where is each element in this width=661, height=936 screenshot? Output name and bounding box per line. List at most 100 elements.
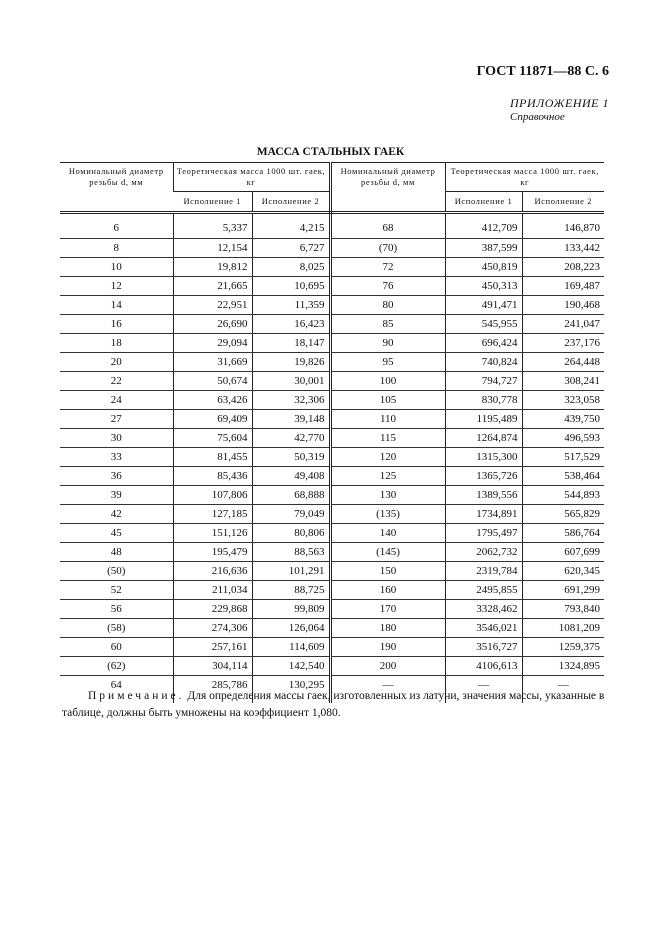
header-diameter-right: Номинальный диаметр резьбы d, мм [328, 162, 445, 214]
cell-mass-v1-right: 794,727 [444, 371, 522, 391]
cell-mass-v1-left: 107,806 [172, 485, 252, 505]
cell-diameter-left: 6 [60, 212, 173, 239]
cell-diameter-right: 105 [328, 390, 445, 410]
cell-mass-v1-right: 387,599 [444, 238, 522, 258]
cell-diameter-right: 140 [328, 523, 445, 543]
table-title: МАССА СТАЛЬНЫХ ГАЕК [256, 146, 405, 158]
cell-mass-v2-right: 1081,209 [521, 618, 604, 638]
cell-diameter-right: 85 [328, 314, 445, 334]
cell-mass-v2-right: 146,870 [521, 212, 604, 239]
cell-diameter-right: (70) [328, 238, 445, 258]
table-row: 42 127,185 79,049 (135) 1734,891 565,829 [60, 504, 604, 524]
cell-mass-v1-left: 12,154 [172, 238, 252, 258]
cell-mass-v2-left: 42,770 [251, 428, 330, 448]
cell-mass-v1-right: 1264,874 [444, 428, 522, 448]
cell-diameter-left: (62) [60, 656, 173, 676]
cell-diameter-right: 160 [328, 580, 445, 600]
cell-diameter-left: 39 [60, 485, 173, 505]
table-row: 33 81,455 50,319 120 1315,300 517,529 [60, 447, 604, 467]
table-body: 6 5,337 4,215 68 412,709 146,870 8 12,154 6,727(… [60, 212, 604, 703]
cell-mass-v1-left: 229,868 [172, 599, 252, 619]
cell-mass-v2-right: 1324,895 [521, 656, 604, 676]
cell-mass-v2-left: 8,025 [251, 257, 330, 277]
cell-diameter-right: 180 [328, 618, 445, 638]
cell-mass-v2-right: 264,448 [521, 352, 604, 372]
cell-mass-v2-right: 586,764 [521, 523, 604, 543]
cell-mass-v1-right: 2495,855 [444, 580, 522, 600]
cell-diameter-right: 95 [328, 352, 445, 372]
cell-diameter-right: 190 [328, 637, 445, 657]
cell-mass-v1-left: 127,185 [172, 504, 252, 524]
table-row: 45 151,126 80,806 140 1795,497 586,764 [60, 523, 604, 543]
table-row: 30 75,604 42,770 115 1264,874 496,593 [60, 428, 604, 448]
cell-diameter-left: 8 [60, 238, 173, 258]
table-row: 20 31,669 19,826 95 740,824 264,448 [60, 352, 604, 372]
cell-diameter-right: — [328, 675, 445, 703]
cell-mass-v1-right: 412,709 [444, 212, 522, 239]
table-row: 10 19,812 8,025 72 450,819 208,223 [60, 257, 604, 277]
table-row: (62) 304,114 142,540 200 4106,613 1324,895 [60, 656, 604, 676]
cell-mass-v2-right: 691,299 [521, 580, 604, 600]
cell-mass-v1-right: 545,955 [444, 314, 522, 334]
cell-mass-v2-left: 68,888 [251, 485, 330, 505]
cell-diameter-right: (135) [328, 504, 445, 524]
cell-diameter-left: 48 [60, 542, 173, 562]
cell-diameter-left: 33 [60, 447, 173, 467]
cell-mass-v2-right: — [521, 675, 604, 703]
cell-mass-v2-right: 607,699 [521, 542, 604, 562]
table-row: 22 50,674 30,001 100 794,727 308,241 [60, 371, 604, 391]
cell-diameter-left: 22 [60, 371, 173, 391]
cell-diameter-left: 52 [60, 580, 173, 600]
cell-diameter-left: 42 [60, 504, 173, 524]
cell-mass-v2-left: 101,291 [251, 561, 330, 581]
cell-mass-v2-left: 126,064 [251, 618, 330, 638]
cell-mass-v1-right: 1734,891 [444, 504, 522, 524]
cell-mass-v1-left: 50,674 [172, 371, 252, 391]
cell-mass-v1-left: 211,034 [172, 580, 252, 600]
cell-diameter-left: 64 [110, 679, 122, 691]
cell-diameter-right: 76 [328, 276, 445, 296]
cell-diameter-left: 20 [60, 352, 173, 372]
table-row: 27 69,409 39,148 110 1195,489 439,750 [60, 409, 604, 429]
cell-mass-v1-right: 4106,613 [444, 656, 522, 676]
cell-mass-v2-left: 18,147 [251, 333, 330, 353]
note-text: Для определения массы гаек, изготовленны… [62, 690, 605, 719]
cell-mass-v1-right: — [444, 675, 522, 703]
table-row: 60 257,161 114,609 190 3516,727 1259,375 [60, 637, 604, 657]
cell-mass-v1-right: 2319,784 [444, 561, 522, 581]
cell-mass-v1-right: 450,313 [444, 276, 522, 296]
table-row: 8 12,154 6,727 (70) 387,599 133,442 [60, 238, 604, 258]
cell-mass-v1-left: 304,114 [172, 656, 252, 676]
cell-diameter-left: 30 [60, 428, 173, 448]
cell-mass-v2-right: 793,840 [521, 599, 604, 619]
nut-mass-table: Номинальный диаметр резьбы d, мм Теорети… [60, 162, 604, 703]
cell-mass-v1-right: 696,424 [444, 333, 522, 353]
cell-diameter-right: 68 [328, 212, 445, 239]
cell-diameter-right: 110 [328, 409, 445, 429]
table-row: 48 195,479 88,563 (145) 2062,732 607,699 [60, 542, 604, 562]
cell-mass-v2-right: 208,223 [521, 257, 604, 277]
cell-mass-v1-right: 1389,556 [444, 485, 522, 505]
cell-mass-v2-left: 79,049 [251, 504, 330, 524]
cell-mass-v1-right: 740,824 [444, 352, 522, 372]
cell-mass-v2-right: 544,893 [521, 485, 604, 505]
cell-mass-v2-right: 517,529 [521, 447, 604, 467]
cell-mass-v2-left: 32,306 [251, 390, 330, 410]
cell-mass-v2-left: 130,295 [251, 675, 330, 703]
cell-mass-v2-left: 80,806 [251, 523, 330, 543]
cell-diameter-right: 130 [328, 485, 445, 505]
cell-mass-v1-right: 1195,489 [444, 409, 522, 429]
cell-diameter-left: 16 [60, 314, 173, 334]
cell-mass-v1-left: 257,161 [172, 637, 252, 657]
table-row: 16 26,690 16,423 85 545,955 241,047 [60, 314, 604, 334]
cell-mass-v2-right: 237,176 [521, 333, 604, 353]
table-row: 12 21,665 10,695 76 450,313 169,487 [60, 276, 604, 296]
cell-diameter-left: 14 [60, 295, 173, 315]
cell-mass-v1-left: 75,604 [172, 428, 252, 448]
cell-mass-v2-right: 439,750 [521, 409, 604, 429]
cell-mass-v1-left: 69,409 [172, 409, 252, 429]
cell-mass-v2-right: 565,829 [521, 504, 604, 524]
cell-diameter-right: 80 [328, 295, 445, 315]
cell-diameter-left: 27 [60, 409, 173, 429]
table-row: 36 85,436 49,408 125 1365,726 538,464 [60, 466, 604, 486]
